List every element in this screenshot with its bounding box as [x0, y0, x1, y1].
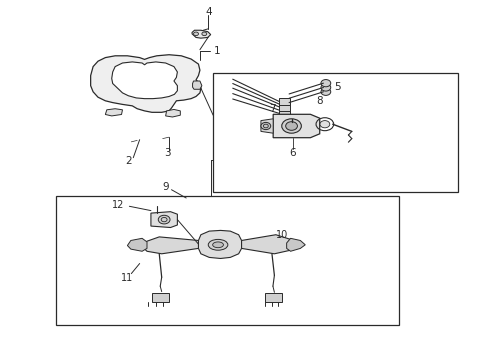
Text: 6: 6 — [290, 148, 296, 158]
Text: 12: 12 — [112, 200, 125, 210]
Circle shape — [202, 32, 207, 36]
Polygon shape — [261, 119, 273, 133]
Polygon shape — [142, 237, 198, 254]
Circle shape — [321, 84, 331, 91]
Text: 11: 11 — [122, 273, 133, 283]
Polygon shape — [193, 81, 202, 89]
Circle shape — [194, 32, 198, 36]
Text: 5: 5 — [334, 82, 341, 93]
Circle shape — [261, 122, 270, 130]
Text: 8: 8 — [316, 96, 323, 106]
Polygon shape — [265, 293, 282, 302]
Polygon shape — [198, 230, 242, 258]
Circle shape — [158, 215, 170, 224]
Text: 2: 2 — [125, 156, 132, 166]
Ellipse shape — [208, 239, 228, 250]
Bar — [213, 73, 458, 192]
Circle shape — [282, 119, 301, 133]
Polygon shape — [151, 212, 177, 228]
Circle shape — [320, 121, 330, 128]
Polygon shape — [242, 235, 296, 254]
Polygon shape — [152, 293, 169, 302]
Text: 3: 3 — [164, 148, 171, 158]
Polygon shape — [166, 109, 180, 117]
Polygon shape — [112, 62, 177, 99]
Text: 1: 1 — [214, 46, 220, 56]
Bar — [56, 196, 399, 325]
Ellipse shape — [213, 242, 223, 248]
Text: 7: 7 — [269, 104, 276, 114]
Polygon shape — [91, 55, 201, 112]
Polygon shape — [192, 30, 211, 38]
Polygon shape — [279, 103, 290, 111]
Polygon shape — [273, 114, 319, 138]
Polygon shape — [105, 109, 122, 116]
Polygon shape — [287, 238, 305, 251]
Polygon shape — [127, 238, 147, 251]
Circle shape — [286, 122, 297, 130]
Polygon shape — [279, 110, 290, 117]
Circle shape — [321, 88, 331, 95]
Text: 9: 9 — [162, 182, 169, 192]
Text: 4: 4 — [205, 7, 212, 17]
Circle shape — [321, 80, 331, 87]
Text: 10: 10 — [275, 230, 288, 240]
Polygon shape — [279, 98, 290, 105]
